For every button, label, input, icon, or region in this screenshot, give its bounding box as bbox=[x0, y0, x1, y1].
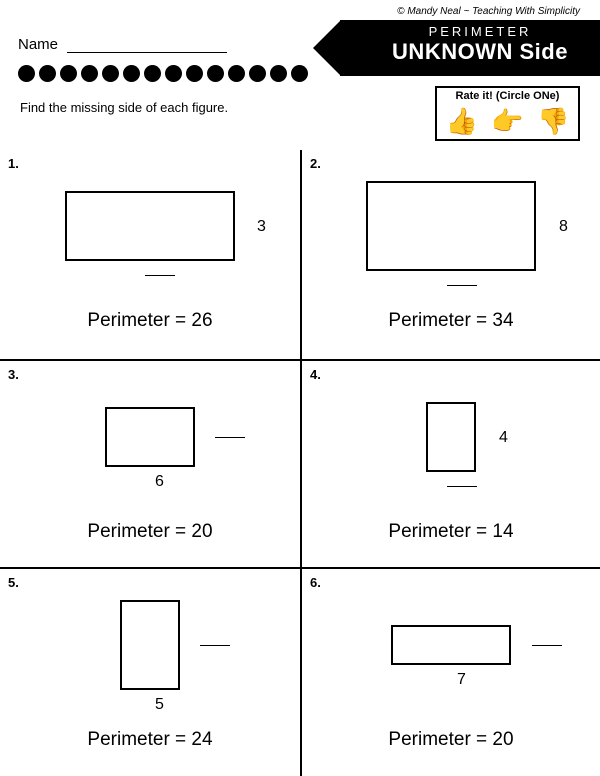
problem-6: 6.7Perimeter = 20 bbox=[300, 567, 600, 776]
decorative-dots bbox=[18, 65, 308, 82]
thumbs-side-icon[interactable]: 👉 bbox=[491, 106, 523, 137]
known-side-label: 8 bbox=[559, 218, 568, 236]
perimeter-text: Perimeter = 26 bbox=[10, 310, 290, 332]
problem-1: 1.3Perimeter = 26 bbox=[0, 150, 300, 359]
figure-area: 7 bbox=[312, 575, 590, 715]
rectangle bbox=[105, 407, 195, 467]
header-banner: PERIMETER UNKNOWN Side bbox=[340, 20, 600, 76]
rate-title: Rate it! (Circle ONe) bbox=[439, 90, 576, 102]
figure-area: 5 bbox=[10, 575, 290, 715]
perimeter-text: Perimeter = 20 bbox=[10, 521, 290, 543]
perimeter-text: Perimeter = 14 bbox=[312, 521, 590, 543]
rate-box: Rate it! (Circle ONe) 👍 👉 👎 bbox=[435, 86, 580, 141]
rectangle bbox=[65, 191, 235, 261]
blank-answer-line[interactable] bbox=[447, 486, 477, 487]
known-side-label: 6 bbox=[155, 473, 164, 491]
blank-answer-line[interactable] bbox=[200, 645, 230, 646]
problem-2: 2.8Perimeter = 34 bbox=[300, 150, 600, 359]
instruction-text: Find the missing side of each figure. bbox=[20, 100, 228, 115]
blank-answer-line[interactable] bbox=[532, 645, 562, 646]
thumbs-down-icon[interactable]: 👎 bbox=[537, 106, 569, 137]
rectangle bbox=[366, 181, 536, 271]
name-label: Name bbox=[18, 36, 58, 53]
name-field: Name bbox=[18, 36, 227, 53]
name-underline[interactable] bbox=[67, 52, 227, 53]
thumbs-up-icon[interactable]: 👍 bbox=[446, 106, 478, 137]
rectangle bbox=[391, 625, 511, 665]
header-title: PERIMETER bbox=[370, 24, 590, 39]
figure-area: 4 bbox=[312, 367, 590, 507]
perimeter-text: Perimeter = 34 bbox=[312, 310, 590, 332]
problems-grid: 1.3Perimeter = 262.8Perimeter = 343.6Per… bbox=[0, 150, 600, 776]
known-side-label: 5 bbox=[155, 696, 164, 714]
known-side-label: 7 bbox=[457, 671, 466, 689]
perimeter-text: Perimeter = 24 bbox=[10, 729, 290, 751]
figure-area: 3 bbox=[10, 156, 290, 296]
blank-answer-line[interactable] bbox=[215, 437, 245, 438]
problem-3: 3.6Perimeter = 20 bbox=[0, 359, 300, 568]
problem-5: 5.5Perimeter = 24 bbox=[0, 567, 300, 776]
figure-area: 8 bbox=[312, 156, 590, 296]
blank-answer-line[interactable] bbox=[447, 285, 477, 286]
blank-answer-line[interactable] bbox=[145, 275, 175, 276]
figure-area: 6 bbox=[10, 367, 290, 507]
perimeter-text: Perimeter = 20 bbox=[312, 729, 590, 751]
problem-4: 4.4Perimeter = 14 bbox=[300, 359, 600, 568]
header-subtitle: UNKNOWN Side bbox=[370, 39, 590, 65]
known-side-label: 3 bbox=[257, 218, 266, 236]
copyright-text: © Mandy Neal ~ Teaching With Simplicity bbox=[397, 6, 580, 17]
known-side-label: 4 bbox=[499, 429, 508, 447]
rectangle bbox=[426, 402, 476, 472]
rectangle bbox=[120, 600, 180, 690]
